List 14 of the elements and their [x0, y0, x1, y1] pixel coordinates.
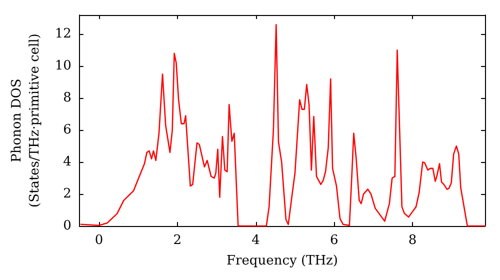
x-tick-label: 2 — [173, 233, 182, 248]
y-tick-label: 12 — [54, 26, 72, 42]
x-tick-label: 8 — [408, 233, 417, 248]
y-tick-label: 4 — [63, 154, 72, 170]
x-axis-title: Frequency (THz) — [226, 253, 338, 268]
x-tick-label: 6 — [330, 233, 338, 248]
y-tick-label: 8 — [63, 90, 72, 106]
x-tick-label: 0 — [94, 233, 104, 248]
y-tick-label: 10 — [54, 58, 72, 74]
y-tick-label: 6 — [63, 122, 72, 138]
y-axis-title: Phonon DOS (States/THz·primitive cell) — [10, 33, 42, 208]
y-tick-label: 2 — [63, 186, 72, 202]
y-tick-label: 0 — [63, 218, 72, 234]
x-tick-label: 4 — [252, 233, 260, 248]
